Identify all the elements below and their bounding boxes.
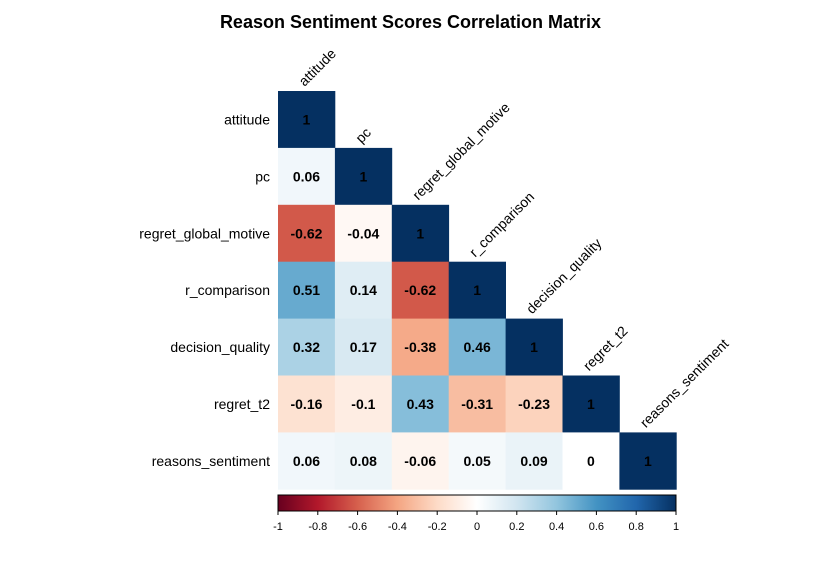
cell-value-label: 1	[587, 396, 595, 412]
colorbar-tick-label: -0.6	[348, 521, 367, 533]
column-label: pc	[352, 124, 374, 146]
cell-value-label: 1	[416, 225, 424, 241]
heatmap-cell	[391, 432, 450, 490]
cell-value-label: -0.31	[461, 396, 493, 412]
colorbar-tick-label: 0	[474, 521, 480, 533]
heatmap-cell	[505, 318, 563, 376]
heatmap-cell	[278, 91, 336, 149]
heatmap-cell	[334, 261, 393, 319]
row-label: pc	[255, 168, 270, 184]
colorbar-tick-label: -0.4	[388, 521, 407, 533]
column-label: decision_quality	[523, 235, 605, 317]
colorbar-tick-label: 0.2	[509, 521, 524, 533]
cell-value-label: 1	[359, 168, 367, 184]
heatmap-value-labels: 1 0.06 1 -0.62 -0.04 1 0.51 0.14 -0.62 1 0.32 0.17 -…	[290, 111, 651, 468]
cell-value-label: 0.06	[293, 168, 320, 184]
cell-value-label: 0.06	[293, 453, 320, 469]
heatmap-cell	[448, 261, 506, 319]
heatmap-cell	[278, 204, 336, 263]
cell-value-label: 1	[303, 111, 311, 127]
heatmap-cell	[278, 318, 336, 376]
colorbar: -1 -0.8 -0.6 -0.4 -0.2 0 0.2 0.4 0.6 0.8 1	[273, 494, 679, 533]
cell-value-label: 1	[473, 282, 481, 298]
cell-value-label: 1	[530, 339, 538, 355]
cell-value-label: -0.23	[518, 396, 550, 412]
row-label: attitude	[224, 111, 270, 127]
row-label: reasons_sentiment	[152, 453, 270, 469]
heatmap-cell	[334, 147, 393, 206]
heatmap-cell	[562, 375, 620, 433]
colorbar-tick-label: -1	[273, 521, 283, 533]
cell-value-label: 0.51	[293, 282, 320, 298]
heatmap-cell	[278, 261, 336, 319]
colorbar-tick-label: 0.8	[629, 521, 644, 533]
heatmap-cell	[391, 318, 450, 376]
cell-value-label: 0.14	[350, 282, 377, 298]
cell-value-label: 0.05	[464, 453, 491, 469]
cell-value-label: -0.38	[404, 339, 436, 355]
heatmap-cell	[448, 375, 506, 433]
row-label: r_comparison	[185, 282, 270, 298]
chart-title: Reason Sentiment Scores Correlation Matr…	[219, 12, 602, 32]
colorbar-tick-label: -0.2	[428, 521, 447, 533]
cell-value-label: -0.04	[347, 225, 379, 241]
heatmap-cell	[505, 375, 563, 433]
heatmap-cell	[619, 432, 677, 490]
heatmap-cell	[278, 375, 336, 433]
heatmap-cell	[505, 432, 563, 490]
cell-value-label: 1	[644, 453, 652, 469]
cell-value-label: -0.06	[404, 453, 436, 469]
heatmap-cells	[278, 91, 677, 490]
column-label: regret_t2	[580, 323, 631, 374]
column-label: reasons_sentiment	[637, 335, 732, 430]
heatmap-cell	[391, 204, 450, 263]
cell-value-label: -0.1	[351, 396, 375, 412]
row-label: regret_t2	[214, 396, 270, 412]
heatmap-cell	[562, 432, 620, 490]
heatmap-cell	[278, 147, 336, 206]
cell-value-label: -0.16	[290, 396, 322, 412]
cell-value-label: 0	[587, 453, 595, 469]
column-label: attitude	[295, 45, 339, 89]
colorbar-tick-label: 0.4	[549, 521, 564, 533]
column-label: r_comparison	[466, 189, 537, 260]
colorbar-tick-label: 0.6	[589, 521, 604, 533]
heatmap-cell	[278, 432, 336, 490]
colorbar-tick-label: -0.8	[308, 521, 327, 533]
heatmap-cell	[448, 318, 506, 376]
cell-value-label: 0.17	[350, 339, 377, 355]
cell-value-label: -0.62	[290, 225, 322, 241]
heatmap-cell	[448, 432, 506, 490]
cell-value-label: 0.43	[407, 396, 434, 412]
column-label: regret_global_motive	[409, 99, 513, 203]
heatmap-cell	[391, 375, 450, 433]
heatmap-cell	[334, 375, 393, 433]
heatmap-cell	[391, 261, 450, 319]
colorbar-bar	[277, 494, 677, 512]
cell-value-label: 0.09	[520, 453, 547, 469]
heatmap-cell	[334, 318, 393, 376]
row-label: decision_quality	[170, 339, 270, 355]
cell-value-label: 0.46	[464, 339, 491, 355]
cell-value-label: -0.62	[404, 282, 436, 298]
row-labels: attitude pc regret_global_motive r_comparis…	[139, 111, 270, 468]
heatmap-cell	[334, 432, 393, 490]
row-label: regret_global_motive	[139, 225, 270, 241]
cell-value-label: 0.08	[350, 453, 377, 469]
heatmap-cell	[334, 204, 393, 263]
cell-value-label: 0.32	[293, 339, 320, 355]
colorbar-tick-label: 1	[673, 521, 679, 533]
